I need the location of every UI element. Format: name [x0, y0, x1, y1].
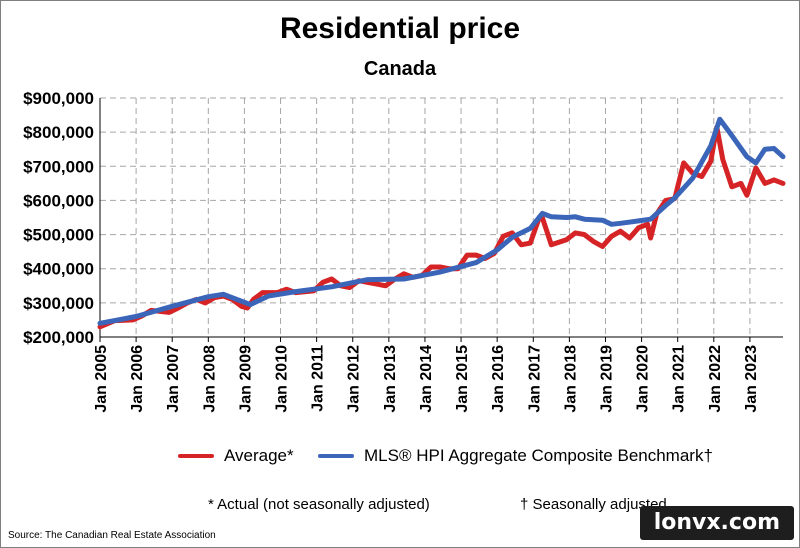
- x-tick-label: Jan 2023: [743, 345, 760, 413]
- y-tick-label: $700,000: [23, 157, 94, 176]
- x-tick-label: Jan 2007: [165, 345, 182, 413]
- series-lines: [97, 116, 786, 330]
- source-note: Source: The Canadian Real Estate Associa…: [8, 530, 216, 541]
- y-axis-ticks: $200,000 $300,000 $400,000 $500,000 $600,000…: [23, 89, 94, 347]
- x-tick-label: Jan 2021: [671, 345, 688, 413]
- legend-item-average: Average*: [178, 446, 294, 466]
- legend-swatch-average: [178, 454, 214, 458]
- y-tick-label: $300,000: [23, 294, 94, 313]
- x-tick-label: Jan 2016: [490, 345, 507, 413]
- y-tick-label: $500,000: [23, 226, 94, 245]
- x-tick-label: Jan 2010: [274, 345, 291, 413]
- grid-lines: [99, 97, 783, 338]
- x-tick-label: Jan 2019: [598, 345, 615, 413]
- x-axis-ticks: Jan 2005 Jan 2006 Jan 2007 Jan 2008 Jan 2009…: [93, 337, 760, 413]
- x-tick-label: Jan 2005: [93, 345, 110, 413]
- note-hpi: † Seasonally adjusted: [520, 496, 667, 513]
- x-tick-label: Jan 2012: [346, 345, 363, 413]
- legend-label-average: Average*: [224, 446, 294, 465]
- y-tick-label: $800,000: [23, 123, 94, 142]
- x-tick-label: Jan 2020: [635, 345, 652, 413]
- chart-title: Residential price: [279, 12, 521, 45]
- x-tick-label: Jan 2017: [526, 345, 543, 413]
- chart-subtitle: Canada: [363, 58, 437, 80]
- x-tick-label: Jan 2008: [201, 345, 218, 413]
- x-tick-label: Jan 2013: [382, 345, 399, 413]
- x-tick-label: Jan 2014: [418, 345, 435, 413]
- legend-swatch-hpi: [318, 454, 354, 458]
- x-tick-label: Jan 2015: [454, 345, 471, 413]
- legend: Average* MLS® HPI Aggregate Composite Be…: [0, 446, 800, 470]
- y-tick-label: $400,000: [23, 260, 94, 279]
- series-line-hpi: [97, 116, 786, 326]
- note-average: * Actual (not seasonally adjusted): [208, 496, 430, 513]
- legend-item-hpi: MLS® HPI Aggregate Composite Benchmark†: [318, 446, 713, 466]
- series-line-average: [97, 124, 786, 330]
- x-tick-label: Jan 2011: [310, 345, 327, 412]
- watermark: lonvx.com: [639, 506, 794, 540]
- x-tick-label: Jan 2009: [237, 345, 254, 413]
- x-tick-label: Jan 2006: [129, 345, 146, 413]
- legend-label-hpi: MLS® HPI Aggregate Composite Benchmark†: [364, 446, 713, 465]
- y-tick-label: $900,000: [23, 89, 94, 108]
- x-tick-label: Jan 2018: [562, 345, 579, 413]
- y-tick-label: $200,000: [23, 328, 94, 347]
- x-tick-label: Jan 2022: [707, 345, 724, 413]
- y-tick-label: $600,000: [23, 191, 94, 210]
